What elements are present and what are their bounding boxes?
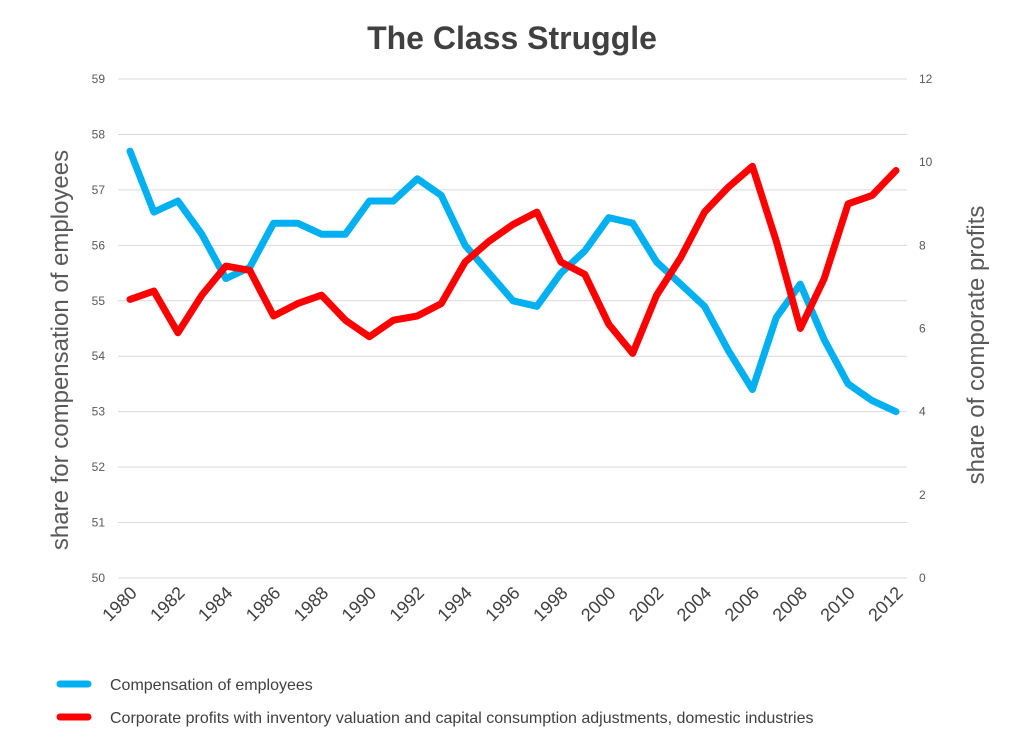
legend-label: Corporate profits with inventory valuati… <box>110 710 813 727</box>
series-line-1 <box>126 147 900 416</box>
y-tick-right: 8 <box>919 238 926 252</box>
x-tick: 2012 <box>864 583 906 625</box>
y-tick-left: 56 <box>92 238 106 252</box>
y-tick-left: 52 <box>92 460 106 474</box>
x-tick: 1988 <box>290 583 332 625</box>
x-tick: 2006 <box>721 583 763 625</box>
legend: Compensation of employees Corporate profi… <box>56 677 813 727</box>
x-tick: 1984 <box>194 583 236 625</box>
y-axis-title-left: share for compensation of employees <box>47 150 74 550</box>
y-tick-right: 4 <box>919 405 926 419</box>
y-tick-left: 57 <box>92 183 106 197</box>
y-tick-left: 59 <box>92 72 106 86</box>
y-tick-left: 51 <box>92 516 106 530</box>
y-tick-left: 54 <box>92 349 106 363</box>
y-tick-left: 53 <box>92 405 106 419</box>
x-tick: 1990 <box>338 583 380 625</box>
x-tick: 1992 <box>386 583 428 625</box>
y-tick-right: 10 <box>919 155 933 169</box>
series-line-2 <box>126 162 900 357</box>
x-tick: 2004 <box>673 583 715 625</box>
y-tick-right: 6 <box>919 322 926 336</box>
y-tick-right: 12 <box>919 72 933 86</box>
x-tick: 1994 <box>433 583 475 625</box>
legend-label: Compensation of employees <box>110 677 313 694</box>
x-tick: 2008 <box>769 583 811 625</box>
y-tick-left: 50 <box>92 571 106 585</box>
x-tick: 1986 <box>242 583 284 625</box>
x-tick: 2002 <box>625 583 667 625</box>
chart-title: The Class Struggle <box>367 20 657 56</box>
y-axis-title-right: share of comporate profits <box>963 206 990 485</box>
x-tick: 1982 <box>146 583 188 625</box>
y-tick-left: 55 <box>92 294 106 308</box>
y-tick-right: 0 <box>919 571 926 585</box>
y-tick-left: 58 <box>92 127 106 141</box>
y-tick-right: 2 <box>919 488 926 502</box>
x-tick: 2010 <box>816 583 858 625</box>
x-tick: 2000 <box>577 583 619 625</box>
x-tick: 1998 <box>529 583 571 625</box>
x-tick: 1980 <box>98 583 140 625</box>
x-tick: 1996 <box>481 583 523 625</box>
